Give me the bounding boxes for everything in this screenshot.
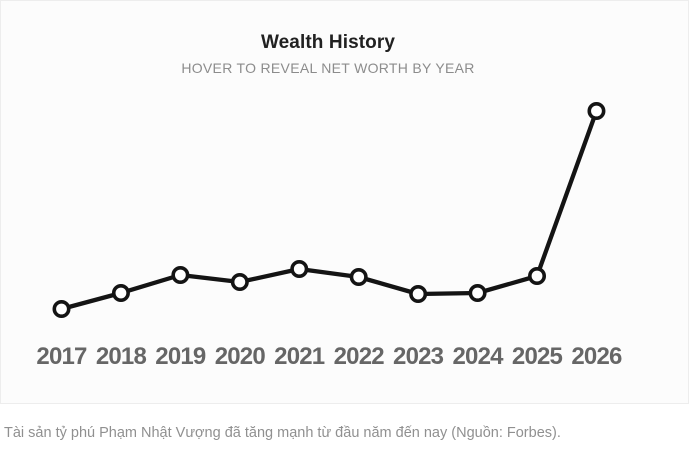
caption-text: Tài sản tỷ phú Phạm Nhật Vượng đã tăng m… [4, 425, 561, 441]
x-tick-label-2023: 2023 [393, 343, 444, 370]
x-tick-label-2019: 2019 [155, 343, 206, 370]
x-tick-label-2025: 2025 [512, 343, 563, 370]
x-tick-label-2021: 2021 [274, 343, 325, 370]
chart-title: Wealth History [260, 32, 396, 53]
data-point-2019[interactable] [171, 265, 190, 284]
x-tick-label-2020: 2020 [215, 343, 266, 370]
x-tick-label-2018: 2018 [96, 343, 147, 370]
data-point-2017[interactable] [52, 299, 71, 318]
chart-subtitle: HOVER TO REVEAL NET WORTH BY YEAR [181, 60, 475, 76]
data-point-2026[interactable] [587, 102, 606, 121]
wealth-line-chart[interactable]: 2017 2018 2019 2020 2021 2022 2023 2024 2025 2026 [1, 1, 689, 404]
net-worth-line [59, 108, 599, 312]
x-tick-label-2022: 2022 [334, 343, 385, 370]
wealth-history-card: Wealth History HOVER TO REVEAL NET WORTH… [0, 0, 689, 404]
x-tick-label-2026: 2026 [571, 343, 622, 370]
x-tick-label-2017: 2017 [36, 343, 87, 370]
data-point-2025[interactable] [528, 266, 547, 285]
data-point-2021[interactable] [290, 259, 309, 278]
data-point-2024[interactable] [468, 283, 487, 302]
data-point-2020[interactable] [230, 272, 249, 291]
x-tick-label-2024: 2024 [452, 343, 504, 370]
data-point-2023[interactable] [409, 284, 428, 303]
data-point-2018[interactable] [111, 283, 130, 302]
data-point-2022[interactable] [349, 267, 368, 286]
